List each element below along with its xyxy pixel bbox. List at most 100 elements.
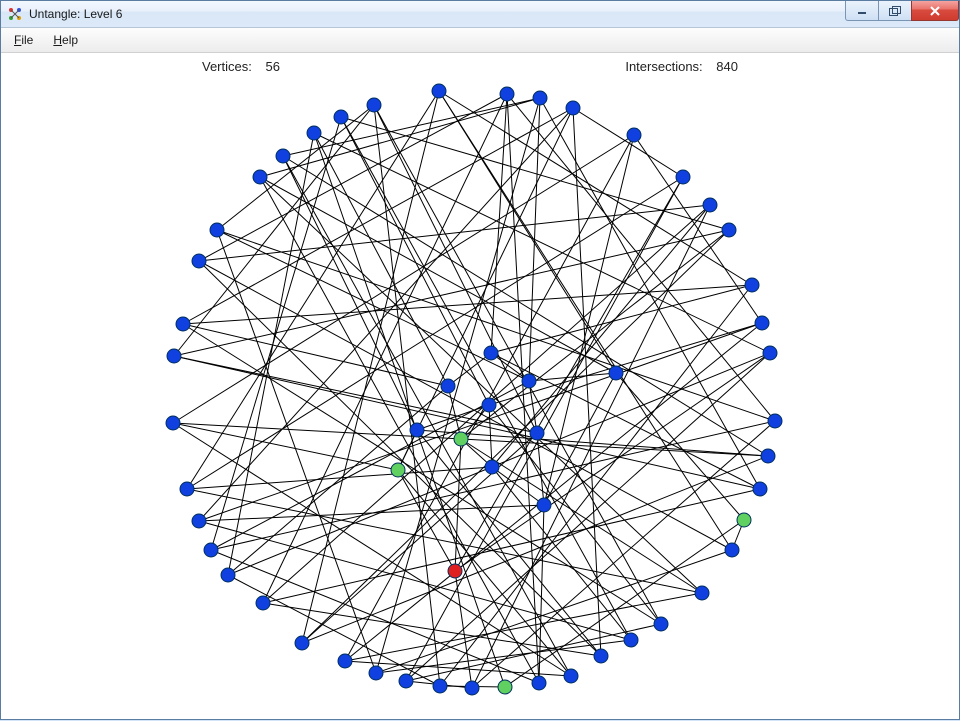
graph-edge [302,230,729,643]
graph-edge [260,177,616,373]
graph-edge [260,177,702,593]
graph-edge [217,230,775,421]
graph-edge [199,323,762,521]
graph-node[interactable] [253,170,267,184]
graph-node[interactable] [307,126,321,140]
graph-node[interactable] [609,366,623,380]
graph-edge [448,353,491,386]
canvas-area[interactable]: Vertices: 56 Intersections: 840 [2,53,958,718]
graph-node[interactable] [204,543,218,557]
menu-file-rest: ile [21,33,33,47]
graph-node[interactable] [256,596,270,610]
graph-node[interactable] [532,676,546,690]
graph-node[interactable] [703,198,717,212]
graph-edge [187,177,683,489]
graph-edge [217,105,374,230]
graph-node[interactable] [755,316,769,330]
graph-node[interactable] [761,449,775,463]
graph-node[interactable] [167,349,181,363]
graph-edge [539,505,544,683]
graph-node[interactable] [454,432,468,446]
graph-node[interactable] [768,414,782,428]
graph-node[interactable] [566,101,580,115]
graph-node[interactable] [484,346,498,360]
graph-edge [417,430,768,456]
graph-edge [283,156,571,676]
graph-node[interactable] [737,513,751,527]
graph-edge [440,285,752,686]
graph-node[interactable] [295,636,309,650]
menubar: File Help [1,28,959,53]
graph-node[interactable] [564,669,578,683]
graph-node[interactable] [166,416,180,430]
graph-node[interactable] [433,679,447,693]
graph-node[interactable] [537,498,551,512]
graph-edge [173,423,398,470]
app-icon [7,6,23,22]
graph-node[interactable] [432,84,446,98]
graph-node[interactable] [221,568,235,582]
graph-edge [187,91,439,489]
graph-edge [302,433,537,643]
graph-node[interactable] [192,514,206,528]
graph-node[interactable] [624,633,638,647]
graph-node[interactable] [725,543,739,557]
graph-edge [376,640,631,673]
graph-edge [491,285,752,353]
graph-node[interactable] [210,223,224,237]
maximize-button[interactable] [878,1,912,21]
graph-node[interactable] [654,617,668,631]
graph-node[interactable] [338,654,352,668]
graph-node[interactable] [498,680,512,694]
close-button[interactable] [911,1,959,21]
graph-edge [374,105,440,686]
graph-edge [492,467,631,640]
menu-help[interactable]: Help [44,30,87,50]
graph-node[interactable] [176,317,190,331]
graph-node[interactable] [192,254,206,268]
graph-edge [260,98,540,177]
graph-node[interactable] [276,149,290,163]
graph-node[interactable] [448,564,462,578]
menu-help-rest: elp [62,33,78,47]
graph-node[interactable] [530,426,544,440]
graph-edge [374,105,537,433]
graph-node[interactable] [533,91,547,105]
menu-help-mnemonic: H [53,33,62,47]
graph-node[interactable] [482,398,496,412]
graph-node[interactable] [369,666,383,680]
graph-edge [283,156,768,456]
titlebar[interactable]: Untangle: Level 6 [1,1,959,28]
minimize-button[interactable] [845,1,879,21]
graph-edge [573,108,683,177]
graph-node[interactable] [522,374,536,388]
graph-node[interactable] [676,170,690,184]
graph-edge [199,94,507,261]
graph-node[interactable] [441,379,455,393]
graph-node[interactable] [367,98,381,112]
graph-node[interactable] [485,460,499,474]
graph-node[interactable] [763,346,777,360]
graph-node[interactable] [180,482,194,496]
graph-node[interactable] [753,482,767,496]
window-title: Untangle: Level 6 [29,7,122,21]
graph-node[interactable] [745,278,759,292]
graph-node[interactable] [465,681,479,695]
graph-edge [544,373,616,505]
graph-edge [174,356,537,433]
graph-node[interactable] [722,223,736,237]
graph-node[interactable] [627,128,641,142]
graph-node[interactable] [594,649,608,663]
graph-edge [174,105,374,356]
graph-canvas[interactable] [2,53,960,721]
graph-node[interactable] [500,87,514,101]
menu-file[interactable]: File [5,30,42,50]
graph-node[interactable] [410,423,424,437]
graph-node[interactable] [334,110,348,124]
graph-node[interactable] [695,586,709,600]
graph-node[interactable] [399,674,413,688]
graph-edge [199,205,710,261]
graph-node[interactable] [391,463,405,477]
graph-edge [183,324,448,386]
graph-edge [183,324,661,624]
